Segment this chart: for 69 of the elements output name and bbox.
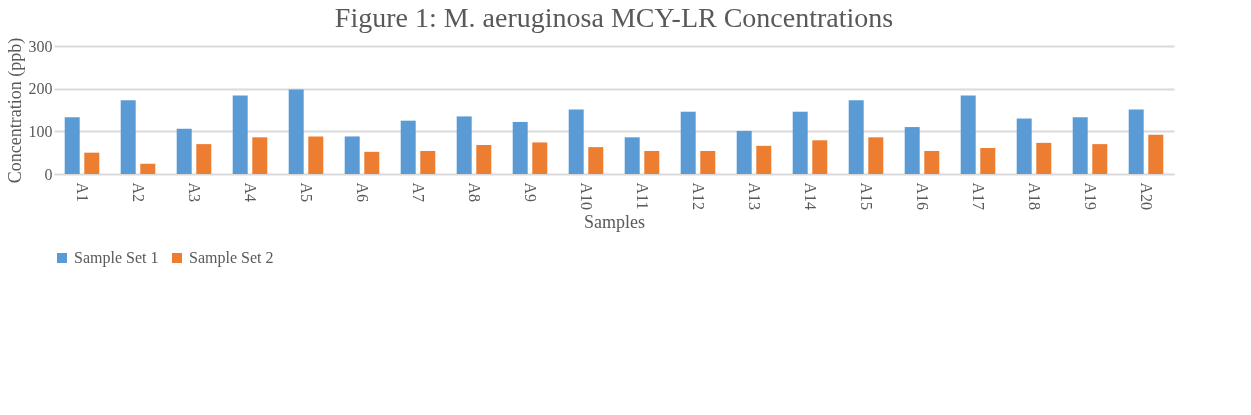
bar xyxy=(84,152,100,174)
x-tick-label: A7 xyxy=(410,182,427,203)
bar xyxy=(252,137,268,174)
legend-label: Sample Set 2 xyxy=(189,249,274,267)
bar xyxy=(904,127,920,174)
bar xyxy=(1092,144,1108,174)
bar xyxy=(1016,118,1032,174)
bar xyxy=(700,150,716,174)
bar xyxy=(1128,109,1144,174)
bar xyxy=(960,95,976,174)
bar xyxy=(176,128,192,174)
bar xyxy=(120,100,136,174)
x-tick-label: A12 xyxy=(690,182,707,211)
x-tick-label: A8 xyxy=(466,182,483,203)
x-tick-label: A9 xyxy=(522,182,539,203)
bar xyxy=(456,116,472,174)
x-axis-title: Samples xyxy=(584,212,645,233)
x-tick-label: A1 xyxy=(74,182,91,203)
bar xyxy=(812,140,828,174)
y-tick-label: 100 xyxy=(28,122,53,140)
x-tick-label: A20 xyxy=(1138,182,1155,211)
bar xyxy=(532,142,548,174)
bar xyxy=(232,95,248,174)
bar xyxy=(476,144,492,174)
bar xyxy=(792,111,808,174)
x-tick-label: A15 xyxy=(858,182,875,211)
x-tick-label: A14 xyxy=(802,182,819,211)
bar xyxy=(588,147,604,174)
x-tick-label: A3 xyxy=(186,182,203,203)
x-tick-label: A2 xyxy=(130,182,147,203)
bar xyxy=(756,145,772,174)
bar xyxy=(420,150,436,174)
bar xyxy=(196,144,212,174)
bar xyxy=(1148,134,1164,174)
bar xyxy=(140,163,156,174)
bar xyxy=(288,89,304,174)
x-tick-label: A10 xyxy=(578,182,595,211)
bar xyxy=(680,111,696,174)
x-tick-label: A13 xyxy=(746,182,763,211)
bar xyxy=(64,117,80,174)
bar xyxy=(400,120,416,174)
bar xyxy=(924,150,940,174)
chart-title: Figure 1: M. aeruginosa MCY-LR Concentrations xyxy=(334,2,894,34)
x-tick-label: A16 xyxy=(914,182,931,211)
legend-label: Sample Set 1 xyxy=(74,249,159,267)
bar xyxy=(624,137,640,174)
bar xyxy=(1036,142,1052,174)
bar xyxy=(568,109,584,174)
x-tick-label: A19 xyxy=(1082,182,1099,211)
bar xyxy=(848,100,864,174)
x-tick-label: A5 xyxy=(298,182,315,203)
y-tick-label: 200 xyxy=(28,80,53,98)
bar xyxy=(980,147,996,174)
bar xyxy=(1072,117,1088,174)
x-tick-label: A17 xyxy=(970,182,987,211)
x-tick-label: A18 xyxy=(1026,182,1043,211)
x-tick-label: A4 xyxy=(242,182,259,203)
bar xyxy=(308,136,324,174)
y-tick-label: 300 xyxy=(28,37,53,55)
x-tick-label: A11 xyxy=(634,182,651,210)
y-axis-title: Concentration (ppb) xyxy=(4,37,26,184)
y-tick-label: 0 xyxy=(44,165,53,183)
bar xyxy=(512,121,528,174)
bar xyxy=(364,151,380,174)
x-tick-label: A6 xyxy=(354,182,371,203)
bar xyxy=(644,150,660,174)
bar xyxy=(736,130,752,174)
bar xyxy=(344,136,360,174)
bar xyxy=(868,137,884,174)
